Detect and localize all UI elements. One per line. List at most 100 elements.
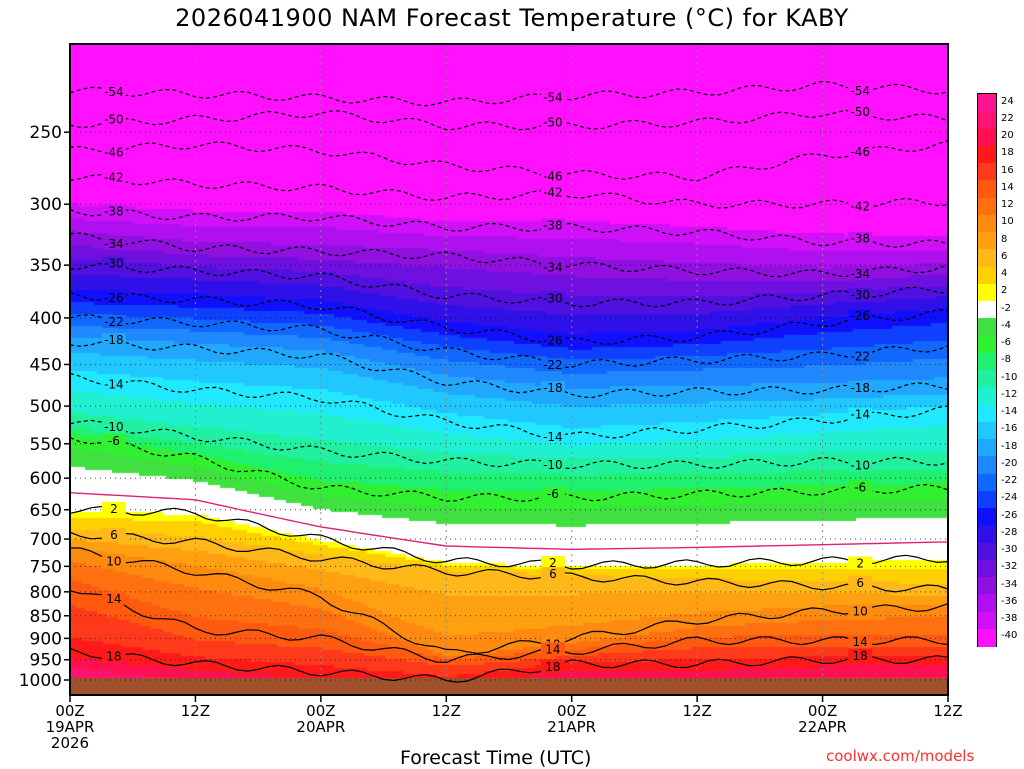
contour-label-bg bbox=[848, 458, 873, 472]
contour-label: -14 bbox=[104, 378, 124, 392]
legend-label: 2 bbox=[1001, 285, 1008, 297]
y-tick-label: 250 bbox=[30, 123, 62, 143]
contour-label-bg bbox=[848, 349, 873, 363]
contour-label-bg bbox=[540, 457, 565, 471]
x-tick-label: 12Z bbox=[431, 702, 461, 720]
y-tick-label: 700 bbox=[30, 530, 62, 550]
contour-label: 18 bbox=[545, 660, 560, 674]
contour-label-bg bbox=[848, 407, 873, 421]
contour-label-bg bbox=[848, 309, 873, 323]
contour-label-bg bbox=[101, 112, 126, 126]
legend-label: -6 bbox=[1001, 337, 1011, 349]
y-tick-label: 600 bbox=[30, 469, 62, 489]
legend-label: -26 bbox=[1001, 509, 1018, 521]
contour-label-bg bbox=[101, 649, 126, 663]
contour-label: -46 bbox=[543, 170, 563, 184]
contour-label: -50 bbox=[850, 105, 870, 119]
contour-label-bg bbox=[848, 144, 873, 158]
legend-label: -40 bbox=[1001, 630, 1018, 642]
legend-label: 14 bbox=[1001, 181, 1014, 193]
contour-label: -26 bbox=[850, 309, 870, 323]
contour-label-bg bbox=[540, 90, 565, 104]
contour-line-m6 bbox=[69, 437, 949, 502]
contour-label-bg bbox=[540, 115, 565, 129]
contour-line-m30 bbox=[69, 262, 949, 308]
contour-label: 14 bbox=[106, 592, 121, 606]
legend-swatch bbox=[978, 525, 996, 543]
source-credit: coolwx.com/models bbox=[826, 747, 975, 765]
contour-label-bg bbox=[101, 204, 126, 218]
plot-frame bbox=[69, 43, 949, 696]
contour-label: -42 bbox=[543, 186, 563, 200]
legend-swatch bbox=[978, 318, 996, 336]
contour-label-bg bbox=[848, 556, 873, 570]
contour-label-bg bbox=[540, 333, 565, 347]
legend-label: -12 bbox=[1001, 388, 1018, 400]
contour-label-bg bbox=[540, 358, 565, 372]
contour-label-bg bbox=[848, 267, 873, 281]
contour-label: -42 bbox=[104, 170, 124, 184]
contour-label: 18 bbox=[853, 649, 868, 663]
contour-label-bg bbox=[101, 377, 126, 391]
contour-label-bg bbox=[101, 591, 126, 605]
contour-label: -26 bbox=[543, 333, 563, 347]
chart-title: 2026041900 NAM Forecast Temperature (°C)… bbox=[175, 4, 849, 32]
legend-swatch bbox=[978, 611, 996, 630]
contour-label-bg bbox=[540, 185, 565, 199]
contour-label-bg bbox=[540, 429, 565, 443]
contour-label: -22 bbox=[104, 315, 124, 329]
legend-label: -4 bbox=[1001, 319, 1011, 331]
x-axis-label: Forecast Time (UTC) bbox=[400, 747, 592, 769]
legend-label: 16 bbox=[1001, 164, 1014, 176]
legend-label: 8 bbox=[1001, 233, 1008, 245]
legend-swatch bbox=[978, 335, 996, 354]
contour-label: -42 bbox=[850, 200, 870, 214]
legend-label: -24 bbox=[1001, 492, 1018, 504]
contour-label-bg bbox=[848, 575, 873, 589]
contour-label-bg bbox=[101, 84, 126, 98]
legend-label: 18 bbox=[1001, 147, 1014, 159]
contour-label-bg bbox=[540, 218, 565, 232]
x-tick-label: 00Z 20APR bbox=[296, 702, 346, 736]
legend-swatch bbox=[978, 197, 996, 216]
contour-label: -10 bbox=[850, 458, 870, 472]
contour-label: -14 bbox=[543, 430, 563, 444]
contour-label-bg bbox=[101, 170, 126, 184]
contour-label-bg bbox=[101, 527, 126, 541]
legend-swatch bbox=[978, 301, 996, 319]
legend-swatch bbox=[978, 352, 996, 371]
y-tick-label: 950 bbox=[30, 651, 62, 671]
contour-label-bg bbox=[540, 642, 565, 656]
temperature-fill bbox=[70, 44, 948, 680]
contour-label-bg bbox=[848, 83, 873, 97]
y-tick-label: 850 bbox=[30, 607, 62, 627]
contour-line-m46 bbox=[69, 140, 949, 182]
contour-label: -30 bbox=[850, 288, 870, 302]
contour-label: 18 bbox=[106, 650, 121, 664]
legend-swatch bbox=[978, 163, 996, 181]
contour-label-bg bbox=[848, 604, 873, 618]
contour-label-bg bbox=[848, 199, 873, 213]
contour-line-6 bbox=[69, 531, 949, 593]
contour-line-m38 bbox=[69, 209, 949, 248]
legend-label: -28 bbox=[1001, 526, 1018, 538]
contour-line-14 bbox=[69, 590, 949, 664]
legend-label: -2 bbox=[1001, 302, 1011, 314]
legend-swatch bbox=[978, 232, 996, 250]
contour-label-bg bbox=[848, 648, 873, 662]
y-tick-label: 750 bbox=[30, 557, 62, 577]
legend-label: 24 bbox=[1001, 95, 1014, 107]
contour-line-m54 bbox=[69, 80, 949, 107]
legend-swatch bbox=[978, 128, 996, 147]
contour-label: -6 bbox=[108, 434, 120, 448]
y-tick-label: 450 bbox=[30, 355, 62, 375]
x-tick-label: 00Z 19APR 2026 bbox=[45, 702, 95, 752]
legend-label: -36 bbox=[1001, 595, 1018, 607]
legend-swatch bbox=[978, 439, 996, 457]
contour-line-m22 bbox=[69, 314, 949, 368]
legend-swatch bbox=[978, 370, 996, 388]
contour-label: -50 bbox=[104, 112, 124, 126]
y-tick-label: 300 bbox=[30, 195, 62, 215]
contour-label-bg bbox=[101, 333, 126, 347]
contour-label: -30 bbox=[104, 257, 124, 271]
